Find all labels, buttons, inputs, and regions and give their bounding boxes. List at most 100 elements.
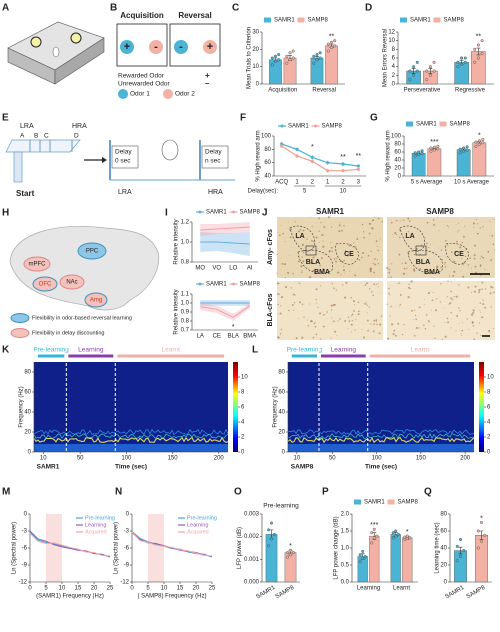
- error-bar: [479, 530, 484, 540]
- y-axis-label: Frequency (Hz): [272, 386, 278, 427]
- data-point: [291, 49, 295, 53]
- spectrogram-trace: [287, 432, 475, 439]
- series-line: [200, 226, 250, 231]
- legend-swatch: [280, 124, 284, 128]
- data-point: [372, 527, 376, 531]
- stain-dot: [306, 238, 308, 240]
- stain-dot: [354, 274, 357, 277]
- stain-dot: [484, 268, 486, 270]
- point-label: C: [44, 133, 49, 140]
- y-tick-label: 0: [256, 82, 260, 88]
- legend-label: Rewarded Odor: [118, 73, 165, 80]
- series-line: [131, 532, 213, 557]
- y-tick-label: 1.2: [181, 220, 190, 226]
- legend-label: SAMR1: [206, 282, 227, 288]
- y-axis-label: Ln (Spectral power): [11, 522, 17, 574]
- data-point: [289, 548, 293, 552]
- stain-dot: [449, 302, 452, 305]
- inset-box: [415, 245, 427, 256]
- stain-dot: [375, 319, 378, 322]
- y-tick-label: 1.0: [341, 546, 350, 552]
- stain-dot: [379, 238, 381, 240]
- stain-dot: [473, 290, 476, 293]
- stain-dot: [427, 320, 430, 322]
- y-tick-label: 0: [24, 512, 28, 518]
- stain-dot: [459, 251, 461, 253]
- data-point: [285, 54, 289, 58]
- data-point: [273, 54, 277, 58]
- y-axis-label: LFP power (dB): [237, 527, 243, 569]
- y-tick-label: 0.5: [341, 563, 350, 569]
- stain-dot: [318, 217, 320, 220]
- stain-dot: [356, 238, 359, 241]
- bar: [357, 556, 368, 583]
- legend-label: SAMR1: [416, 122, 437, 128]
- stain-dot: [450, 297, 453, 300]
- bar: [283, 57, 297, 85]
- legend-label: SAMP8: [444, 18, 465, 24]
- y-tick-label: -3: [124, 529, 130, 535]
- stain-dot: [353, 300, 355, 303]
- data-point: [413, 154, 417, 158]
- data-point: [436, 144, 440, 148]
- stain-dot: [447, 280, 449, 282]
- data-point: [473, 60, 477, 64]
- stain-dot: [297, 260, 300, 262]
- stain-dot: [476, 332, 478, 334]
- y-tick-label: 100: [261, 134, 272, 140]
- bar: [390, 534, 401, 583]
- micrograph: [277, 217, 383, 278]
- arm-label: LRA: [118, 189, 132, 196]
- data-point: [315, 53, 319, 57]
- data-point: [476, 546, 480, 550]
- stain-dot: [446, 317, 449, 320]
- bar: [269, 59, 282, 85]
- stain-dot: [399, 293, 402, 296]
- stain-dot: [343, 225, 345, 227]
- stain-dot: [332, 320, 335, 323]
- stain-dot: [446, 296, 448, 298]
- stain-dot: [277, 282, 280, 285]
- stain-dot: [362, 252, 365, 255]
- stain-dot: [374, 258, 376, 260]
- colorbar-tick-label: 4: [487, 420, 491, 426]
- y-tick-label: 0: [444, 580, 448, 586]
- stain-dot: [372, 294, 375, 297]
- data-point: [391, 531, 395, 535]
- stain-dot: [333, 287, 335, 290]
- y-tick-label: 40: [278, 410, 285, 416]
- x-tick-label: BMA: [243, 334, 256, 340]
- data-point: [361, 549, 365, 553]
- stain-dot: [387, 337, 389, 340]
- y-tick-label: -12: [18, 580, 27, 586]
- x-tick-label: LO: [229, 266, 237, 272]
- data-point: [272, 532, 276, 536]
- stain-dot: [482, 303, 485, 306]
- marker: [341, 162, 345, 166]
- stain-dot: [337, 320, 339, 322]
- region-label: LA: [295, 233, 304, 240]
- x-tick-label: 200: [214, 456, 225, 462]
- stain-dot: [379, 323, 382, 326]
- stain-dot: [281, 296, 284, 298]
- stain-dot: [424, 237, 426, 239]
- data-point: [285, 61, 289, 65]
- legend-label: SAMP8: [240, 282, 261, 288]
- error-band: [200, 232, 250, 256]
- stain-dot: [278, 293, 280, 296]
- data-point: [429, 149, 433, 153]
- stain-dot: [315, 298, 317, 301]
- x-tick-label: 15: [177, 586, 184, 592]
- stain-dot: [459, 246, 462, 249]
- region-outline: [399, 225, 425, 252]
- y-tick-label: -3: [22, 529, 28, 535]
- stain-dot: [281, 263, 284, 265]
- box-header: Reversal: [178, 11, 211, 20]
- panel-label: F: [240, 113, 246, 124]
- y-tick-label: 60: [264, 160, 271, 166]
- stain-dot: [376, 323, 378, 326]
- stain-dot: [282, 232, 284, 235]
- group-label: 10: [340, 189, 347, 195]
- y-axis-label: Relative intensity: [173, 289, 179, 334]
- stain-dot: [464, 255, 467, 258]
